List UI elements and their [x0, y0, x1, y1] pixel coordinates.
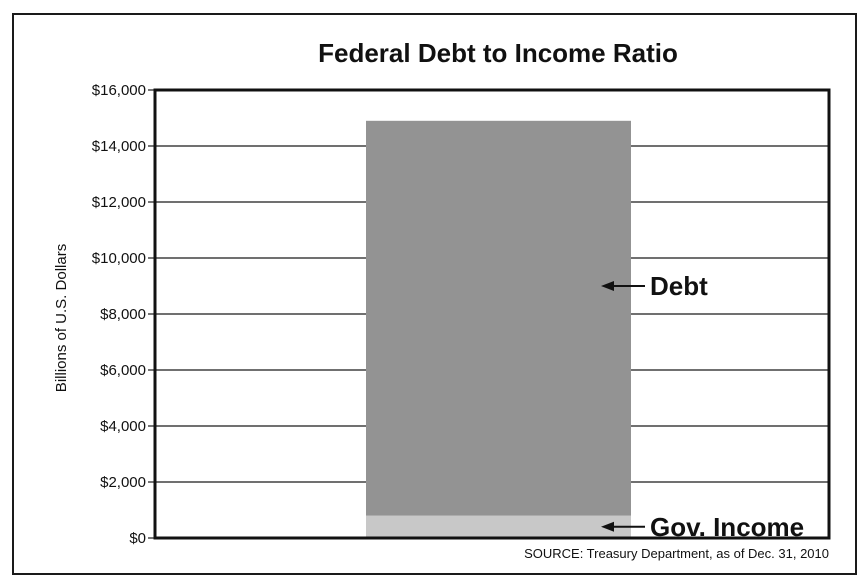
- y-tick-label: $16,000: [92, 82, 146, 99]
- bar-segment-debt: [366, 120, 631, 516]
- y-tick-label: $6,000: [100, 362, 146, 379]
- y-tick-label: $4,000: [100, 418, 146, 435]
- y-tick-label: $2,000: [100, 474, 146, 491]
- annotation-label: Gov. Income: [650, 512, 804, 542]
- y-tick-label: $10,000: [92, 250, 146, 267]
- y-tick-label: $0: [129, 530, 146, 547]
- arrow-head-icon: [601, 521, 614, 532]
- annotation-debt: Debt: [601, 271, 708, 301]
- y-tick-label: $8,000: [100, 306, 146, 323]
- annotation-label: Debt: [650, 271, 708, 301]
- y-tick-label: $14,000: [92, 138, 146, 155]
- annotation-gov-income: Gov. Income: [601, 512, 804, 542]
- y-axis-label: Billions of U.S. Dollars: [53, 244, 70, 392]
- y-tick-label: $12,000: [92, 194, 146, 211]
- plot-border: [153, 88, 831, 540]
- source-note: SOURCE: Treasury Department, as of Dec. …: [524, 546, 829, 561]
- bar-segment-gov-income: [366, 515, 631, 538]
- arrow-head-icon: [601, 281, 614, 291]
- annotations: Debt Gov. Income: [601, 271, 804, 542]
- bars: [366, 120, 631, 538]
- y-axis-ticks: $0 $2,000 $4,000 $6,000 $8,000 $10,000 $12,000…: [92, 82, 155, 547]
- chart-title: Federal Debt to Income Ratio: [318, 38, 678, 68]
